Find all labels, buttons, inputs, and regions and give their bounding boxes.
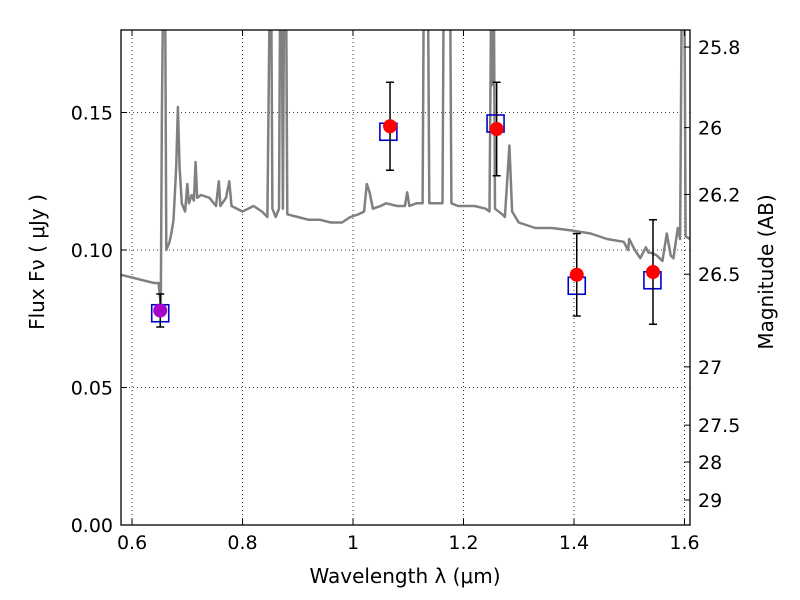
plot-layer (121, 30, 690, 328)
x-tick-label: 1.4 (559, 532, 589, 554)
y-tick-label: 0.15 (71, 103, 113, 125)
y2-tick-label: 27 (698, 357, 722, 379)
x-tick-label: 1.6 (669, 532, 699, 554)
observed-point (153, 303, 168, 318)
y2-tick-label: 26.2 (698, 184, 740, 206)
y2-tick-label: 27.5 (698, 415, 740, 437)
x-tick-label: 1 (347, 532, 359, 554)
y-axis-label: Flux Fν ( μJy ) (25, 194, 49, 330)
y2-tick-label: 25.8 (698, 37, 740, 59)
plot-frame (120, 29, 691, 526)
observed-point (569, 267, 584, 282)
axes-layer: 0.6 0.8 1 1.2 1.4 1.6 0.00 0.05 0.10 0.15 25.8 26 26… (71, 30, 740, 554)
y-tick-label: 0.00 (71, 515, 113, 537)
x-tick-label: 0.8 (227, 532, 257, 554)
y2-tick-label: 26.5 (698, 264, 740, 286)
observed-point (383, 119, 398, 134)
observed-point (489, 122, 504, 136)
y2-axis-label: Magnitude (AB) (754, 194, 778, 349)
y2-tick-label: 28 (698, 452, 722, 474)
x-tick-label: 1.2 (448, 532, 478, 554)
sed-curve-line (121, 30, 690, 307)
y-tick-label: 0.10 (71, 240, 113, 262)
y2-tick-label: 26 (698, 118, 722, 140)
x-tick-label: 0.6 (117, 532, 147, 554)
y-tick-label: 0.05 (71, 378, 113, 400)
grid-layer (121, 30, 690, 526)
observed-point (645, 265, 660, 279)
y2-tick-label: 29 (698, 490, 722, 512)
x-axis-label: Wavelength λ (μm) (309, 564, 500, 588)
